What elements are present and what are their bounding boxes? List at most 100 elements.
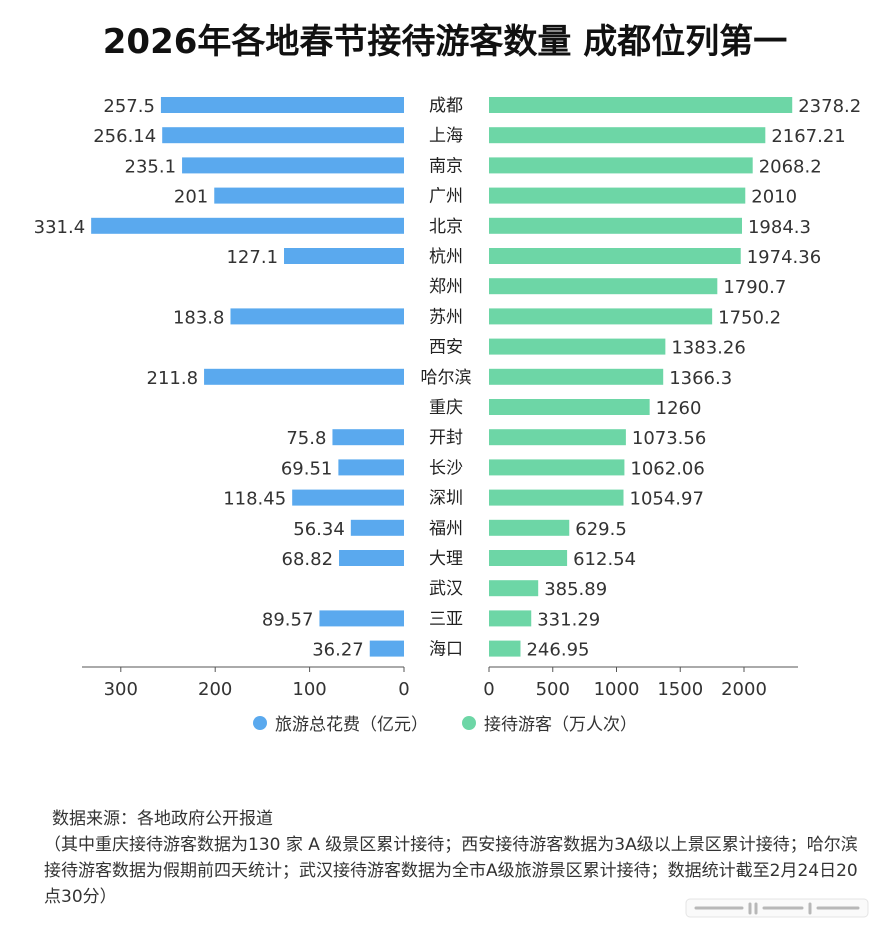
value-label-spend: 69.51 <box>281 458 333 479</box>
category-label: 武汉 <box>429 579 463 599</box>
bar-spend <box>91 217 405 234</box>
bar-visitors <box>489 429 626 446</box>
tick-label-spend: 200 <box>198 679 232 700</box>
bar-spend <box>214 187 404 204</box>
chart-title: 2026年各地春节接待游客数量 成都位列第一 <box>102 22 788 62</box>
bar-spend <box>284 248 404 264</box>
category-label: 北京 <box>429 217 463 237</box>
category-label: 广州 <box>429 187 463 207</box>
legend-dot-spend <box>253 715 267 730</box>
bar-visitors <box>489 399 650 415</box>
value-label-visitors: 2167.21 <box>771 126 845 147</box>
value-label-visitors: 246.95 <box>526 640 589 661</box>
legend-label-spend: 旅游总花费（亿元） <box>275 715 428 735</box>
tick-label-spend: 100 <box>292 679 326 700</box>
bar-visitors <box>489 127 766 144</box>
source-detail: （其中重庆接待游客数据为130 家 A 级景区累计接待；西安接待游客数据为3A级… <box>44 835 858 907</box>
bar-spend <box>350 519 404 536</box>
value-labels: 257.5 2378.2 256.14 2167.21 235.1 2068.2 201 20… <box>34 96 862 661</box>
value-label-spend: 68.82 <box>282 549 334 570</box>
bar-spend <box>160 97 404 113</box>
bar-spend <box>204 368 404 385</box>
value-label-visitors: 1062.06 <box>630 458 704 479</box>
legend: 旅游总花费（亿元） 接待游客（万人次） <box>0 710 890 735</box>
value-label-spend: 235.1 <box>125 156 177 177</box>
value-label-visitors: 1984.3 <box>748 217 811 238</box>
value-label-spend: 257.5 <box>103 96 155 117</box>
category-label: 郑州 <box>429 277 463 297</box>
category-label: 福州 <box>429 519 463 539</box>
value-label-visitors: 1790.7 <box>723 277 786 298</box>
category-label: 长沙 <box>429 458 463 478</box>
value-label-spend: 331.4 <box>34 217 86 238</box>
handwritten-signature <box>685 898 869 918</box>
bar-visitors <box>489 338 666 355</box>
bar-spend <box>182 157 404 174</box>
bar-spend <box>369 640 404 657</box>
value-label-spend: 118.45 <box>223 489 286 510</box>
category-label: 哈尔滨 <box>421 368 472 388</box>
tick-label-visitors: 1500 <box>657 679 703 700</box>
bar-spend <box>338 459 404 476</box>
source-line: 数据来源：各地政府公开报道 <box>52 809 273 829</box>
value-label-visitors: 1366.3 <box>669 368 732 389</box>
axes: 300 200 100 0 0 500 1000 1500 2000 <box>82 666 798 700</box>
value-label-visitors: 1974.36 <box>747 247 821 268</box>
value-label-visitors: 2378.2 <box>798 96 861 117</box>
visitor-bars <box>489 97 793 657</box>
bar-visitors <box>489 368 664 385</box>
value-label-spend: 75.8 <box>286 428 326 449</box>
tick-label-visitors: 0 <box>483 679 494 700</box>
bar-visitors <box>489 610 532 627</box>
bar-visitors <box>489 640 521 657</box>
bar-visitors <box>489 489 624 506</box>
value-label-visitors: 2068.2 <box>759 156 822 177</box>
legend-item-spend: 旅游总花费（亿元） <box>253 710 428 735</box>
bar-visitors <box>489 187 746 204</box>
value-label-visitors: 331.29 <box>537 609 600 630</box>
bar-visitors <box>489 580 539 597</box>
tick-label-spend: 0 <box>398 679 409 700</box>
category-label: 开封 <box>429 428 463 448</box>
tick-label-visitors: 500 <box>536 679 570 700</box>
tick-label-visitors: 1000 <box>594 679 640 700</box>
tick-label-visitors: 2000 <box>721 679 767 700</box>
value-label-spend: 256.14 <box>93 126 156 147</box>
category-label: 重庆 <box>429 398 463 418</box>
bar-visitors <box>489 308 713 325</box>
category-label: 苏州 <box>429 307 463 327</box>
category-label: 南京 <box>429 156 463 176</box>
value-label-visitors: 2010 <box>751 187 797 208</box>
value-label-visitors: 1383.26 <box>671 338 745 359</box>
legend-label-visitors: 接待游客（万人次） <box>484 715 637 735</box>
bar-spend <box>332 429 404 446</box>
value-label-visitors: 1260 <box>656 398 702 419</box>
legend-item-visitors: 接待游客（万人次） <box>462 710 637 735</box>
bar-spend <box>230 308 404 325</box>
value-label-visitors: 1750.2 <box>718 307 781 328</box>
value-label-visitors: 385.89 <box>544 579 607 600</box>
spend-bars <box>91 97 405 657</box>
category-label: 杭州 <box>429 247 463 267</box>
category-label: 三亚 <box>429 609 463 629</box>
category-label: 上海 <box>429 126 463 146</box>
bar-spend <box>319 610 404 627</box>
value-label-spend: 183.8 <box>173 307 225 328</box>
value-label-spend: 127.1 <box>226 247 278 268</box>
bar-visitors <box>489 217 742 234</box>
source-notes: 数据来源：各地政府公开报道 （其中重庆接待游客数据为130 家 A 级景区累计接… <box>44 806 874 910</box>
bar-visitors <box>489 519 570 536</box>
bar-spend <box>339 550 404 566</box>
category-label: 海口 <box>429 640 463 660</box>
value-label-spend: 201 <box>174 187 208 208</box>
value-label-visitors: 1054.97 <box>630 489 704 510</box>
bar-visitors <box>489 278 718 295</box>
bar-visitors <box>489 459 625 476</box>
bar-visitors <box>489 97 793 113</box>
category-label: 深圳 <box>429 489 463 509</box>
category-label: 大理 <box>429 549 463 569</box>
value-label-spend: 211.8 <box>147 368 199 389</box>
bar-spend <box>292 489 404 506</box>
bar-visitors <box>489 157 753 174</box>
